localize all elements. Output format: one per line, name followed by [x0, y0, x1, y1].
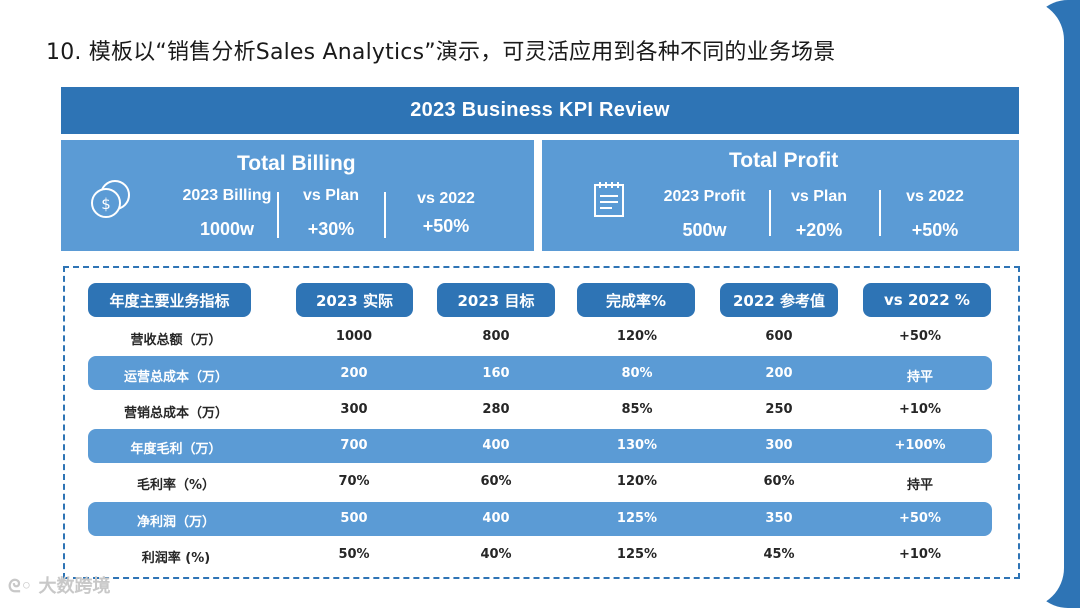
kpi-label: vs 2022	[417, 190, 475, 207]
table-cell: 1000	[335, 329, 373, 344]
table-cell: 280	[482, 402, 510, 417]
table-cell: 净利润（万）	[136, 515, 215, 530]
divider	[769, 190, 771, 236]
table-cell: 年度毛利（万）	[130, 442, 222, 457]
kpi-label: vs Plan	[302, 187, 360, 204]
table-cell: 持平	[906, 370, 933, 385]
billing-vs-2022-col: vs 2022 +50%	[401, 190, 491, 237]
kpi-label: 2023 Profit	[663, 188, 746, 205]
table-cell: 200	[765, 366, 793, 381]
profit-card-title: Total Profit	[729, 149, 839, 172]
table-cell: 500	[340, 511, 368, 526]
divider	[879, 190, 881, 236]
table-row-band	[88, 429, 992, 463]
billing-vs-plan-col: vs Plan +30%	[291, 187, 371, 240]
kpi-value: +50%	[422, 216, 470, 236]
profit-vs-2022-col: vs 2022 +50%	[890, 188, 980, 241]
billing-2023-col: 2023 Billing 1000w	[157, 187, 297, 240]
table-row-band	[88, 502, 992, 536]
table-cell: +50%	[898, 511, 941, 526]
table-cell: 300	[340, 402, 368, 417]
table-cell: 130%	[616, 438, 658, 453]
kpi-value: 1000w	[199, 219, 255, 239]
table-header-cell: 2022 参考值	[720, 283, 838, 317]
table-cell: 毛利率（%）	[136, 478, 216, 493]
table-cell: 200	[340, 366, 368, 381]
table-cell: 60%	[480, 474, 512, 489]
table-cell: 700	[340, 438, 368, 453]
table-cell: +10%	[898, 547, 941, 562]
kpi-label: vs 2022	[906, 188, 964, 205]
kpi-value: +30%	[307, 219, 355, 239]
coins-icon: $	[91, 180, 130, 218]
table-header-cell: 2023 实际	[296, 283, 413, 317]
watermark-text: 大数跨境	[38, 576, 111, 597]
svg-text:$: $	[101, 195, 111, 213]
divider	[277, 192, 279, 238]
table-cell: 营收总额（万）	[130, 333, 222, 348]
divider	[384, 192, 386, 238]
table-cell: 持平	[906, 478, 933, 493]
table-cell: 45%	[763, 547, 795, 562]
notepad-icon	[594, 182, 624, 217]
table-row-band	[88, 356, 992, 390]
table-header-cell: 2023 目标	[437, 283, 555, 317]
table-header-cell: vs 2022 %	[863, 283, 991, 317]
table-header-cell: 完成率%	[577, 283, 695, 317]
kpi-value: +50%	[911, 220, 959, 240]
kpi-table-frame	[63, 266, 1020, 579]
kpi-value: +20%	[795, 220, 843, 240]
table-cell: 营销总成本（万）	[123, 406, 228, 421]
table-cell: 800	[482, 329, 510, 344]
table-cell: 70%	[338, 474, 370, 489]
profit-card: Total Profit 2023 Profit 500w vs Plan +2…	[542, 140, 1019, 251]
table-cell: 利润率 (%)	[141, 551, 211, 566]
table-cell: 125%	[616, 511, 658, 526]
table-cell: +50%	[898, 329, 941, 344]
table-cell: 120%	[616, 474, 658, 489]
table-cell: 250	[765, 402, 793, 417]
table-cell: 40%	[480, 547, 512, 562]
profit-2023-col: 2023 Profit 500w	[642, 188, 767, 241]
table-cell: 350	[765, 511, 793, 526]
table-cell: 125%	[616, 547, 658, 562]
table-cell: 运营总成本（万）	[123, 370, 228, 385]
kpi-label: vs Plan	[790, 188, 848, 205]
watermark-logo-icon: ᘓ◦	[8, 576, 39, 597]
page-title: 10. 模板以“销售分析Sales Analytics”演示，可灵活应用到各种不…	[46, 40, 836, 65]
table-cell: 80%	[621, 366, 653, 381]
kpi-value: 500w	[682, 220, 727, 240]
kpi-label: 2023 Billing	[182, 187, 272, 204]
table-cell: 300	[765, 438, 793, 453]
table-cell: 120%	[616, 329, 658, 344]
table-cell: 160	[482, 366, 510, 381]
table-cell: 50%	[338, 547, 370, 562]
billing-card-title: Total Billing	[237, 152, 356, 175]
billing-card: Total Billing $ 2023 Billing 1000w vs Pl…	[61, 140, 534, 251]
table-cell: +10%	[898, 402, 941, 417]
table-cell: 60%	[763, 474, 795, 489]
table-header-cell: 年度主要业务指标	[88, 283, 251, 317]
table-cell: 400	[482, 511, 510, 526]
kpi-review-banner: 2023 Business KPI Review	[61, 87, 1019, 134]
table-cell: 85%	[621, 402, 653, 417]
table-cell: 600	[765, 329, 793, 344]
profit-vs-plan-col: vs Plan +20%	[778, 188, 860, 241]
table-cell: 400	[482, 438, 510, 453]
watermark: ᘓ◦ 大数跨境	[8, 572, 110, 598]
table-cell: +100%	[894, 438, 946, 453]
